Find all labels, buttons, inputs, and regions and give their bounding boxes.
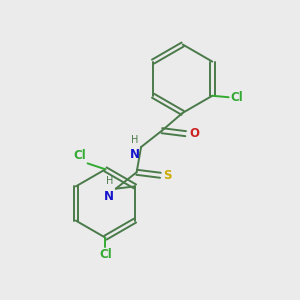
Text: N: N xyxy=(130,148,140,161)
Text: Cl: Cl xyxy=(73,149,86,162)
Text: N: N xyxy=(104,190,114,203)
Text: H: H xyxy=(131,135,139,145)
Text: S: S xyxy=(164,169,172,182)
Text: Cl: Cl xyxy=(99,248,112,261)
Text: Cl: Cl xyxy=(230,91,243,104)
Text: O: O xyxy=(189,127,199,140)
Text: H: H xyxy=(106,176,113,186)
